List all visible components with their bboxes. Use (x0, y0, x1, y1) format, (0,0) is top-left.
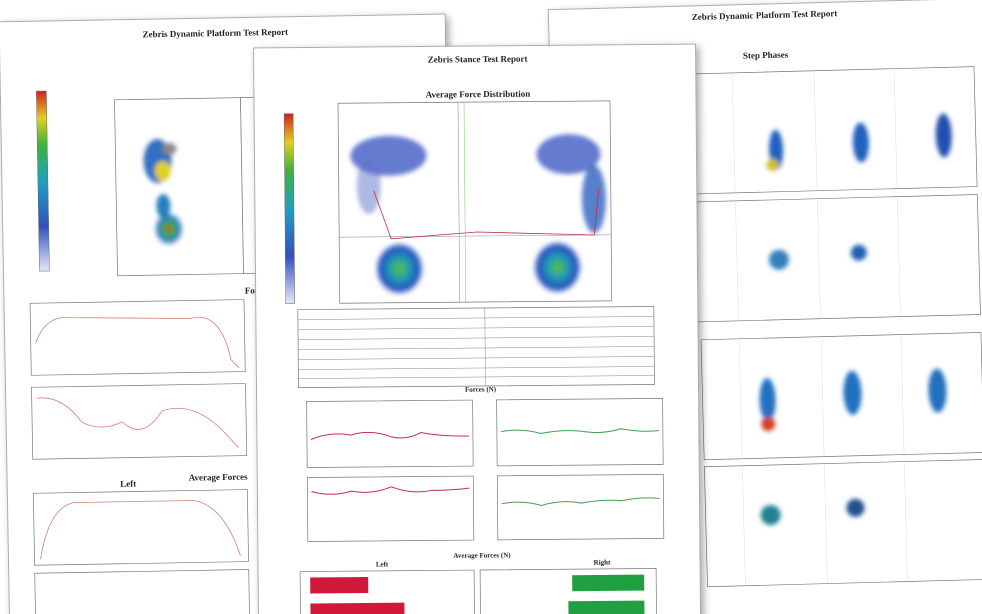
force-chart (29, 299, 246, 376)
force-chart (496, 398, 664, 467)
force-chart (496, 474, 665, 541)
page-title: Zebris Dynamic Platform Test Report (143, 27, 289, 40)
force-line (36, 397, 239, 448)
section-title: Average Forces (189, 472, 249, 483)
side-label: Left (376, 560, 389, 568)
side-label: Left (120, 479, 136, 489)
section-title: Average Force Distribution (426, 89, 531, 100)
section-title: Forces (N) (465, 385, 497, 393)
side-label: Right (594, 558, 611, 566)
footprint (143, 139, 183, 245)
step-grid (648, 66, 982, 588)
force-bar (310, 576, 369, 594)
force-chart (306, 475, 475, 542)
force-chart (34, 569, 251, 614)
pressure-map (114, 97, 244, 277)
force-bar (572, 574, 645, 592)
force-line (35, 316, 240, 368)
force-chart (31, 383, 248, 460)
footprints (350, 134, 606, 295)
color-scale (283, 113, 296, 304)
step-prints (759, 113, 952, 526)
force-chart (32, 489, 249, 566)
section-title: Average Forces (N) (453, 551, 511, 560)
page-title: Zebris Dynamic Platform Test Report (692, 8, 838, 22)
force-bar (568, 600, 645, 614)
page-title: Zebris Stance Test Report (428, 54, 528, 65)
force-bar (310, 602, 405, 614)
front-page: Zebris Stance Test Report Average Force … (253, 43, 701, 614)
section-title: Step Phases (743, 49, 789, 60)
force-chart (306, 399, 474, 468)
force-line (40, 500, 241, 560)
color-scale (36, 90, 50, 272)
